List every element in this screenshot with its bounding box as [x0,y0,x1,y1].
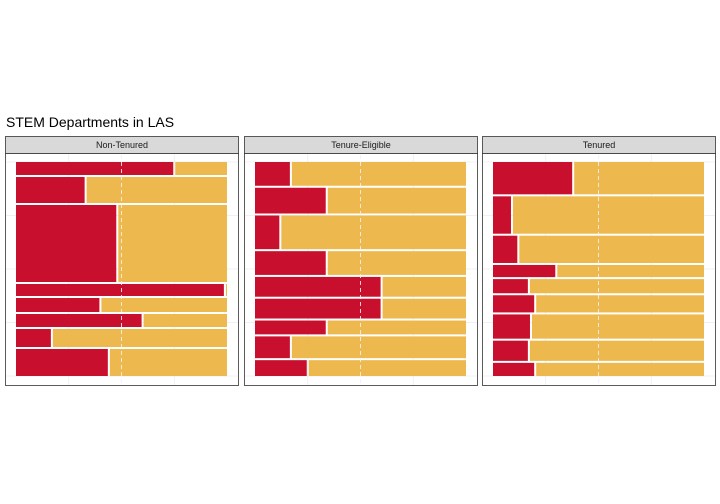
mosaic-tile-first [16,298,100,312]
mosaic-tile-second [291,162,466,186]
mosaic-tile-first [255,162,290,186]
mosaic-tile-second [308,360,466,376]
chart-title: STEM Departments in LAS [6,114,175,130]
strip-label: Tenure-Eligible [331,140,391,150]
mosaic-tile-second [519,235,704,263]
mosaic-tile-second [101,298,227,312]
mosaic-tile-second [382,276,466,297]
mosaic-tile-second [327,320,466,335]
mosaic-tile-first [16,349,108,376]
mosaic-tile-second [529,279,704,294]
mosaic-tile-first [16,205,117,282]
mosaic-tile-first [255,187,326,214]
mosaic-tile-second [574,162,704,195]
mosaic-tile-second [86,177,227,203]
mosaic-tile-second [175,162,227,175]
mosaic-tile-first [255,276,381,297]
mosaic-tile-second [118,205,227,282]
mosaic-tile-second [52,329,228,347]
mosaic-tile-second [291,336,466,359]
mosaic-tile-first [255,320,326,335]
mosaic-tile-second [281,215,466,250]
panel-tenure-eligible: Tenure-Eligible [244,136,478,386]
mosaic-tile-first [16,162,174,175]
mosaic-tile-first [493,162,573,195]
mosaic-tile-first [255,360,307,376]
mosaic-tile-second [529,340,704,361]
mosaic-tile-first [255,298,381,319]
mosaic-tile-second [536,295,704,313]
mosaic-tile-second [536,362,704,376]
mosaic-tile-first [493,264,556,278]
strip-label: Non-Tenured [96,140,148,150]
mosaic-tile-second [143,314,227,327]
mosaic-tile-second [327,251,466,275]
mosaic-tile-first [16,177,85,203]
mosaic-tile-first [255,336,290,359]
mosaic-tile-first [493,314,530,339]
mosaic-tile-first [255,215,280,250]
mosaic-tile-second [225,284,227,296]
mosaic-tile-first [16,314,142,327]
mosaic-tile-second [557,264,704,278]
strip-label: Tenured [583,140,616,150]
mosaic-tile-second [382,298,466,319]
mosaic-tile-first [16,329,51,347]
panel-non-tenured: Non-Tenured [5,136,239,386]
mosaic-tile-first [493,295,535,313]
mosaic-tile-first [493,362,535,376]
mosaic-tile-second [109,349,227,376]
mosaic-tile-second [531,314,704,339]
mosaic-tile-second [512,196,704,234]
mosaic-tile-first [493,340,528,361]
mosaic-tile-first [16,284,224,296]
mosaic-tile-first [493,235,518,263]
mosaic-tile-second [327,187,466,214]
panel-tenured: Tenured [482,136,716,386]
mosaic-tile-first [493,196,511,234]
mosaic-tile-first [493,279,528,294]
mosaic-tile-first [255,251,326,275]
